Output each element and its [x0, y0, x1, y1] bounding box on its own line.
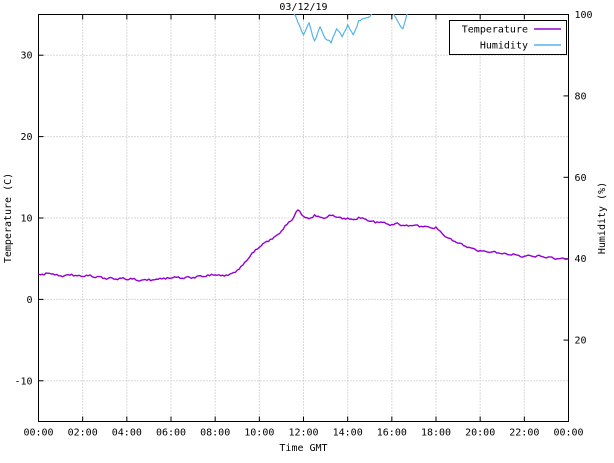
- x-tick-label: 18:00: [421, 428, 451, 439]
- series-line-humidity: [293, 14, 408, 44]
- x-tick-label: 16:00: [377, 428, 407, 439]
- x-tick-label: 02:00: [68, 428, 98, 439]
- x-tick-label: 00:00: [23, 428, 53, 439]
- x-tick-label: 12:00: [288, 428, 318, 439]
- legend-label-humidity: Humidity: [480, 41, 528, 52]
- legend-box: [449, 20, 567, 55]
- y2-tick-label: 60: [575, 173, 587, 184]
- x-axis-label: Time GMT: [279, 443, 327, 454]
- grid: [38, 14, 569, 422]
- y2-tick-label: 100: [575, 10, 593, 21]
- y-tick-label: 0: [26, 295, 32, 306]
- x-tick-label: 20:00: [465, 428, 495, 439]
- series-line-temperature: [38, 209, 569, 282]
- y2-tick-label: 40: [575, 254, 587, 265]
- x-tick-label: 14:00: [333, 428, 363, 439]
- y2-axis-label: Humidity (%): [597, 182, 608, 254]
- y-tick-label: 20: [20, 132, 32, 143]
- x-tick-label: 00:00: [553, 428, 583, 439]
- y-tick-label: 30: [20, 51, 32, 62]
- x-tick-label: 10:00: [244, 428, 274, 439]
- x-tick-label: 04:00: [112, 428, 142, 439]
- y2-tick-label: 80: [575, 91, 587, 102]
- y-tick-label: -10: [14, 376, 32, 387]
- x-tick-label: 08:00: [200, 428, 230, 439]
- legend: Temperature Humidity: [449, 20, 567, 55]
- x-tick-label: 22:00: [509, 428, 539, 439]
- chart-title: 03/12/19: [279, 2, 327, 13]
- axis-ticks: [38, 14, 569, 422]
- y-tick-label: 10: [20, 214, 32, 225]
- y-axis-label: Temperature (C): [3, 173, 14, 263]
- y2-tick-label: 20: [575, 336, 587, 347]
- legend-label-temperature: Temperature: [462, 25, 528, 36]
- series-group: [38, 14, 569, 282]
- x-tick-label: 06:00: [156, 428, 186, 439]
